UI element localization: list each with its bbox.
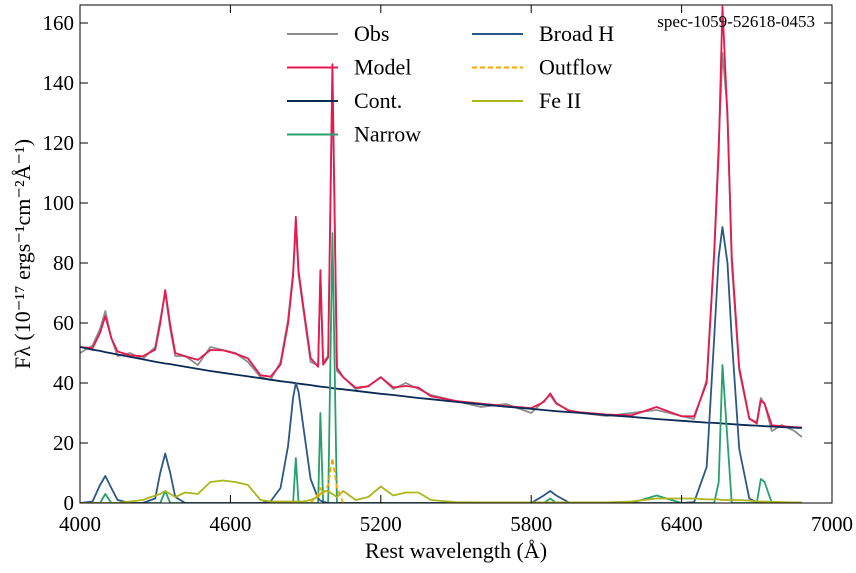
y-axis-label: Fλ (10⁻¹⁷ ergs⁻¹cm⁻²Å⁻¹) [10, 139, 35, 369]
series-line [80, 232, 802, 503]
legend-label: Model [354, 55, 411, 80]
series-line [80, 226, 802, 503]
x-tick-label: 5800 [510, 512, 552, 536]
y-tick-label: 60 [53, 311, 74, 335]
series-line [309, 457, 345, 503]
y-tick-label: 100 [43, 191, 75, 215]
y-tick-label: 80 [53, 251, 74, 275]
y-tick-label: 40 [53, 371, 74, 395]
legend-label: Outflow [539, 55, 612, 80]
series-line [80, 479, 802, 503]
annotation: spec-1059-52618-0453 [657, 12, 815, 31]
legend-label: Narrow [354, 122, 421, 147]
y-tick-label: 20 [53, 431, 74, 455]
y-tick-label: 160 [43, 11, 75, 35]
x-tick-label: 5200 [360, 512, 402, 536]
x-tick-label: 7000 [811, 512, 853, 536]
legend-label: Obs [354, 21, 389, 46]
legend: Obs Model Cont. Narrow Broad H Outflow Fe II [287, 21, 614, 147]
y-tick-label: 120 [43, 131, 75, 155]
series-line [80, 5, 802, 429]
y-tick-label: 0 [64, 491, 75, 515]
axes: 4000 4600 5200 5800 6400 7000 0 20 40 60 80 100 120 1… [43, 5, 853, 536]
x-tick-label: 4000 [59, 512, 101, 536]
legend-label: Cont. [354, 88, 402, 113]
y-tick-label: 140 [43, 71, 75, 95]
x-tick-label: 6400 [661, 512, 703, 536]
x-axis-label: Rest wavelength (Å) [365, 538, 547, 563]
plot-area [80, 5, 803, 503]
legend-label: Fe II [539, 88, 581, 113]
plot-frame [79, 4, 833, 504]
x-tick-label: 4600 [209, 512, 251, 536]
legend-label: Broad H [539, 21, 614, 46]
